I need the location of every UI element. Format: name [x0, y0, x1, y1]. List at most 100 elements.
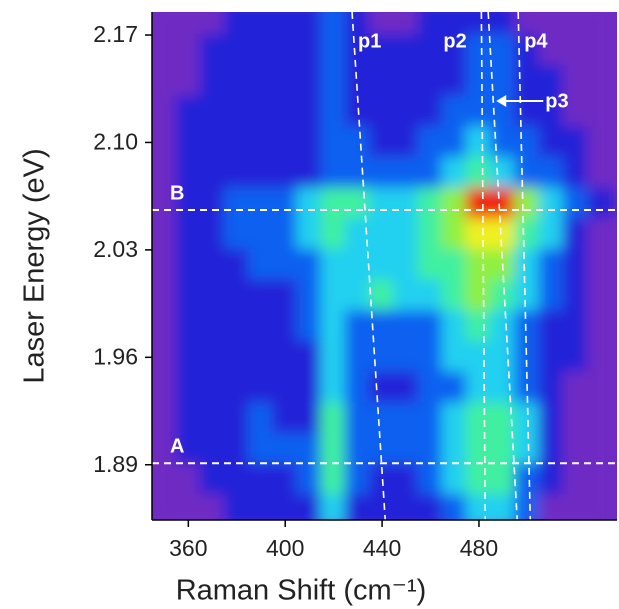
overlay: B Ap1 p2 p3 p4	[152, 11, 617, 521]
heat-cell	[441, 340, 468, 374]
x-tick-label: 440	[363, 535, 401, 561]
heat-cell	[490, 340, 517, 374]
heat-cell	[175, 463, 202, 497]
heat-cell	[441, 494, 468, 520]
heat-cell	[393, 248, 420, 282]
heat-cell	[272, 494, 299, 520]
heat-cell	[199, 95, 226, 129]
heat-cell	[223, 433, 250, 466]
heat-cell	[465, 34, 493, 67]
heat-cell	[152, 279, 178, 313]
heat-cell	[538, 126, 565, 159]
heat-cell	[393, 126, 420, 159]
heat-cell	[368, 340, 396, 374]
heat-cell	[320, 494, 347, 520]
heat-cell	[152, 402, 178, 436]
heat-cell	[417, 95, 444, 129]
heat-cell	[272, 126, 299, 159]
heat-cell	[562, 494, 589, 520]
heat-cell	[247, 187, 275, 221]
heat-cell	[296, 279, 323, 313]
heat-cell	[199, 64, 226, 98]
heat-cell	[586, 494, 614, 520]
heat-cell	[175, 64, 202, 98]
heatmap-cells	[152, 12, 614, 520]
heat-cell	[152, 248, 178, 282]
heat-cell	[465, 156, 493, 190]
heat-cell	[272, 248, 299, 282]
heat-cell	[562, 310, 589, 343]
heat-cell	[417, 310, 444, 343]
heat-cell	[199, 402, 226, 436]
heat-cell	[417, 371, 444, 405]
heat-cell	[223, 402, 250, 436]
heat-cell	[514, 218, 541, 251]
heat-cell	[368, 95, 396, 129]
heat-cell	[417, 279, 444, 313]
heat-cell	[296, 371, 323, 405]
heat-cell	[272, 371, 299, 405]
heat-cell	[272, 218, 299, 251]
heat-cell	[175, 187, 202, 221]
heat-cell	[441, 64, 468, 98]
heat-cell	[296, 156, 323, 190]
heat-cell	[272, 95, 299, 129]
heat-cell	[344, 279, 371, 313]
heat-cell	[441, 371, 468, 405]
heat-cell	[199, 126, 226, 159]
heat-cell	[417, 34, 444, 67]
heat-cell	[296, 433, 323, 466]
heat-cell	[199, 463, 226, 497]
heat-cell	[272, 64, 299, 98]
heat-cell	[175, 494, 202, 520]
heat-cell	[247, 402, 275, 436]
heat-cell	[538, 494, 565, 520]
heat-cell	[465, 248, 493, 282]
heat-cell	[344, 64, 371, 98]
heat-cell	[152, 34, 178, 67]
heat-cell	[344, 187, 371, 221]
heat-cell	[417, 156, 444, 190]
heat-cell	[538, 310, 565, 343]
heat-cell	[199, 433, 226, 466]
heat-cell	[320, 12, 347, 37]
heat-cell	[272, 187, 299, 221]
heat-cell	[514, 156, 541, 190]
heat-cell	[368, 494, 396, 520]
heat-cell	[344, 156, 371, 190]
heat-cell	[441, 463, 468, 497]
heat-cell	[490, 34, 517, 67]
heat-cell	[417, 248, 444, 282]
heat-cell	[441, 12, 468, 37]
heat-cell	[223, 187, 250, 221]
heat-cell	[417, 463, 444, 497]
heat-cell	[175, 371, 202, 405]
heat-cell	[320, 463, 347, 497]
line-label: p2	[443, 30, 466, 52]
heat-cell	[247, 463, 275, 497]
heat-cell	[152, 126, 178, 159]
heat-cell	[393, 34, 420, 67]
heat-cell	[465, 12, 493, 37]
heat-cell	[417, 494, 444, 520]
heat-cell	[272, 402, 299, 436]
heat-cell	[320, 433, 347, 466]
heat-cell	[538, 463, 565, 497]
y-tick-label: 1.89	[93, 451, 138, 477]
heat-cell	[441, 248, 468, 282]
heat-cell	[490, 463, 517, 497]
x-tick-label: 360	[169, 535, 207, 561]
heat-cell	[175, 279, 202, 313]
heat-cell	[562, 156, 589, 190]
heat-cell	[393, 12, 420, 37]
heat-cell	[199, 340, 226, 374]
heat-cell	[368, 248, 396, 282]
heat-cell	[562, 218, 589, 251]
heat-cell	[368, 126, 396, 159]
heat-cell	[199, 187, 226, 221]
heat-cell	[320, 371, 347, 405]
heat-cell	[175, 310, 202, 343]
heat-cell	[175, 218, 202, 251]
heat-cell	[441, 156, 468, 190]
heat-cell	[152, 371, 178, 405]
